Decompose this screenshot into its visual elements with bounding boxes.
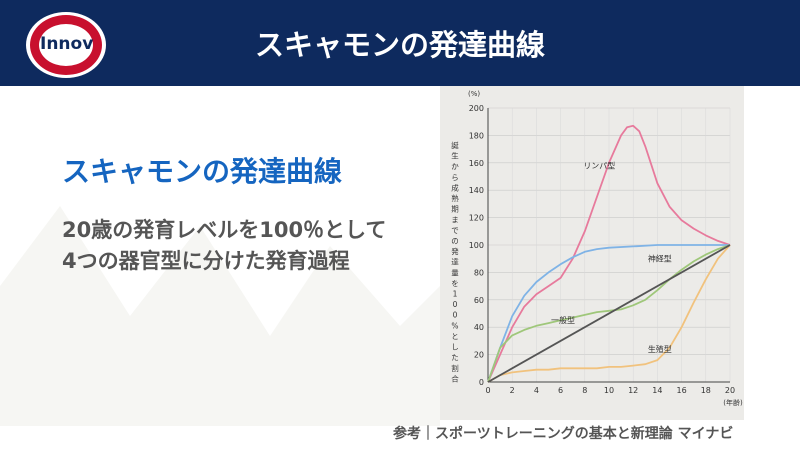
y-axis-label-char: と xyxy=(451,332,459,341)
y-tick-label: 20 xyxy=(474,351,484,360)
description-line-2: 4つの器官型に分けた発育過程 xyxy=(62,249,350,273)
y-axis-label-char: 誕 xyxy=(451,140,459,150)
series-label: リンパ型 xyxy=(583,161,615,170)
x-tick-label: 16 xyxy=(677,386,687,395)
y-axis-label-char: 成 xyxy=(451,182,459,192)
series-label: 一般型 xyxy=(551,315,575,325)
y-axis-label-char: を xyxy=(451,279,459,288)
y-axis-label-char: 期 xyxy=(451,205,459,214)
series-line-一般型 xyxy=(487,244,731,383)
y-axis-label-char: ら xyxy=(451,173,459,182)
y-axis-label-char: 達 xyxy=(451,257,459,267)
y-axis-label-char: 生 xyxy=(451,151,459,161)
x-tick-label: 10 xyxy=(604,386,614,395)
y-axis-label-char: た xyxy=(451,353,459,362)
chart-axes xyxy=(487,108,730,383)
series-label: 神経型 xyxy=(648,253,672,263)
y-axis-label-char: 合 xyxy=(451,373,459,383)
logo-ring-icon xyxy=(30,15,102,75)
x-unit-label: (年齢) xyxy=(723,398,743,407)
y-tick-label: 40 xyxy=(474,323,484,332)
series-line-生殖型 xyxy=(487,244,731,383)
y-axis-label-char: 割 xyxy=(451,363,459,373)
y-tick-label: 200 xyxy=(469,104,484,113)
x-tick-label: 14 xyxy=(652,386,662,395)
y-unit-label: (%) xyxy=(468,90,480,98)
slide-subtitle: スキャモンの発達曲線 xyxy=(62,155,343,188)
series-line-神経型 xyxy=(487,244,730,383)
logo: Innov xyxy=(26,12,106,78)
background-mountain-decoration xyxy=(0,206,440,426)
y-axis-label-char: し xyxy=(451,343,459,352)
y-axis-label-char: 0 xyxy=(453,300,458,309)
x-tick-label: 12 xyxy=(628,386,638,395)
y-axis-label-char: 発 xyxy=(451,247,459,256)
y-tick-label: 0 xyxy=(479,378,484,387)
y-axis-label-char: 量 xyxy=(451,268,459,277)
y-tick-label: 160 xyxy=(469,159,484,168)
y-axis-label-char: で xyxy=(451,226,459,235)
y-tick-label: 100 xyxy=(469,241,484,250)
y-tick-label: 180 xyxy=(469,131,484,140)
y-axis-label-char: か xyxy=(451,162,459,171)
x-tick-label: 2 xyxy=(510,386,515,395)
description-line-1: 20歳の発育レベルを100％として xyxy=(62,218,387,242)
y-axis-label-char: 熟 xyxy=(451,193,459,203)
slide-description: 20歳の発育レベルを100％として 4つの器官型に分けた発育過程 xyxy=(62,215,386,277)
series-line-リンパ型 xyxy=(487,124,731,383)
y-tick-label: 120 xyxy=(469,214,484,223)
x-tick-label: 18 xyxy=(701,386,711,395)
y-axis-label-char: の xyxy=(451,236,459,245)
x-tick-label: 6 xyxy=(558,386,563,395)
x-tick-label: 20 xyxy=(725,386,735,395)
y-tick-label: 60 xyxy=(474,296,484,305)
x-tick-label: 4 xyxy=(534,386,539,395)
y-tick-label: 140 xyxy=(469,186,484,195)
y-tick-label: 80 xyxy=(474,268,484,277)
y-axis-label-char: ま xyxy=(451,215,459,224)
page-title: スキャモンの発達曲線 xyxy=(254,28,545,62)
chart-photo: 0 20 40 60 80 100 120 140 160 180 200 0 2 4 6 8 10 12 14 16… xyxy=(440,86,744,420)
logo-text: Innov xyxy=(40,34,94,54)
source-credit: 参考｜スポーツトレーニングの基本と新理論 マイナビ xyxy=(393,426,734,442)
x-tick-label: 0 xyxy=(485,386,490,395)
series-line-reference xyxy=(487,244,731,383)
x-tick-label: 8 xyxy=(582,386,587,395)
y-axis-label-char: % xyxy=(451,321,458,330)
header-bar: Innov スキャモンの発達曲線 xyxy=(0,0,800,86)
chart-series xyxy=(487,124,731,383)
y-axis-label-char: 0 xyxy=(453,311,458,320)
y-axis-label-char: 1 xyxy=(453,290,458,299)
series-label: 生殖型 xyxy=(648,344,672,354)
